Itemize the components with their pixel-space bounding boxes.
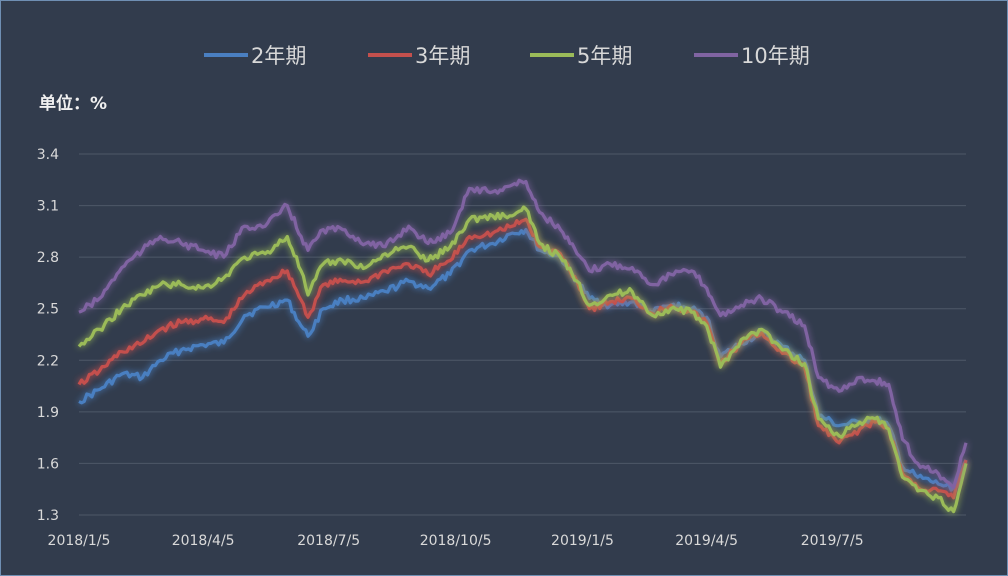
x-tick-label: 2019/4/5 (675, 533, 738, 549)
y-tick-label: 2.8 (37, 250, 59, 266)
legend-label: 5年期 (577, 44, 632, 68)
x-tick-label: 2018/10/5 (420, 533, 492, 549)
grid-lines (79, 153, 966, 516)
series-line-3 (78, 178, 968, 490)
legend-label: 10年期 (741, 44, 810, 68)
legend-label: 2年期 (251, 44, 306, 68)
x-tick-label: 2019/7/5 (801, 533, 864, 549)
series-line-1 (77, 217, 968, 500)
y-tick-label: 3.4 (37, 147, 59, 163)
y-tick-label: 2.5 (37, 302, 59, 318)
legend-label: 3年期 (415, 44, 470, 68)
x-tick-label: 2019/1/5 (551, 533, 614, 549)
y-tick-label: 3.1 (37, 199, 59, 215)
x-axis-ticks: 2018/1/5 2018/4/5 2018/7/5 2018/10/5 2019/1/… (48, 533, 864, 549)
series-line-2 (77, 205, 968, 514)
x-tick-label: 2018/7/5 (297, 533, 360, 549)
legend: 2年期 3年期 5年期 10年期 (204, 44, 810, 68)
x-tick-label: 2018/4/5 (172, 533, 235, 549)
y-axis-ticks: 1.3 1.6 1.9 2.2 2.5 2.8 3.1 3.4 (37, 147, 59, 524)
y-tick-label: 1.9 (37, 405, 59, 421)
series-lines (77, 178, 968, 514)
y-tick-label: 1.3 (37, 508, 59, 524)
x-tick-label: 2018/1/5 (48, 533, 111, 549)
y-tick-label: 1.6 (37, 456, 59, 472)
unit-label: 单位：% (39, 93, 107, 114)
y-tick-label: 2.2 (37, 353, 59, 369)
